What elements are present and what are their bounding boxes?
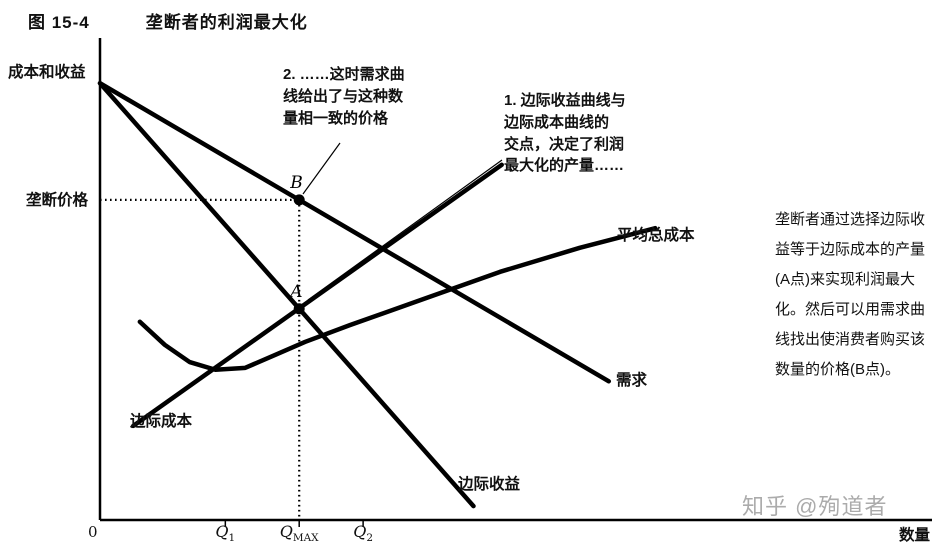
- caption-side-note: 垄断者通过选择边际收 益等于边际成本的产量 (A点)来实现利润最大 化。然后可以…: [775, 211, 926, 378]
- point-B-label: B: [289, 173, 303, 193]
- watermark: 知乎 @殉道者: [742, 494, 888, 519]
- x-tick-label-QMAX: QMAX: [279, 522, 319, 544]
- demand-curve: [97, 80, 612, 384]
- x-axis-label: 数量: [899, 527, 931, 544]
- y-axis-label: 成本和收益: [8, 64, 86, 81]
- marginal-revenue-curve-label: 边际收益: [458, 476, 521, 493]
- point-A: [293, 303, 305, 315]
- x-tick-label-Q2: Q2: [353, 522, 374, 544]
- x-tick-label-Q1: Q1: [215, 522, 236, 544]
- marginal-cost-curve-label: 边际成本: [130, 413, 193, 430]
- average-total-cost-curve: [137, 225, 658, 373]
- annotation-2-leader-line: [302, 142, 341, 195]
- point-B: [293, 194, 305, 206]
- marginal-cost-curve: [130, 162, 504, 429]
- monopoly-price-label: 垄断价格: [26, 192, 89, 209]
- annotation-1: 1. 边际收益曲线与 边际成本曲线的 交点，决定了利润 最大化的产量……: [504, 92, 626, 175]
- figure-title: 垄断者的利润最大化: [145, 13, 308, 32]
- demand-curve-label: 需求: [616, 372, 648, 389]
- figure-header: 图 15-4 垄断者的利润最大化: [28, 8, 308, 33]
- annotation-1-leader-line: [307, 159, 503, 301]
- figure-number: 图 15-4: [28, 13, 90, 32]
- origin-label: 0: [88, 523, 98, 541]
- annotation-2: 2. ……这时需求曲 线给出了与这种数 量相一致的价格: [283, 66, 405, 127]
- point-A-label: A: [288, 282, 302, 302]
- marginal-revenue-curve: [97, 80, 476, 509]
- average-total-cost-curve-label: 平均总成本: [617, 227, 695, 244]
